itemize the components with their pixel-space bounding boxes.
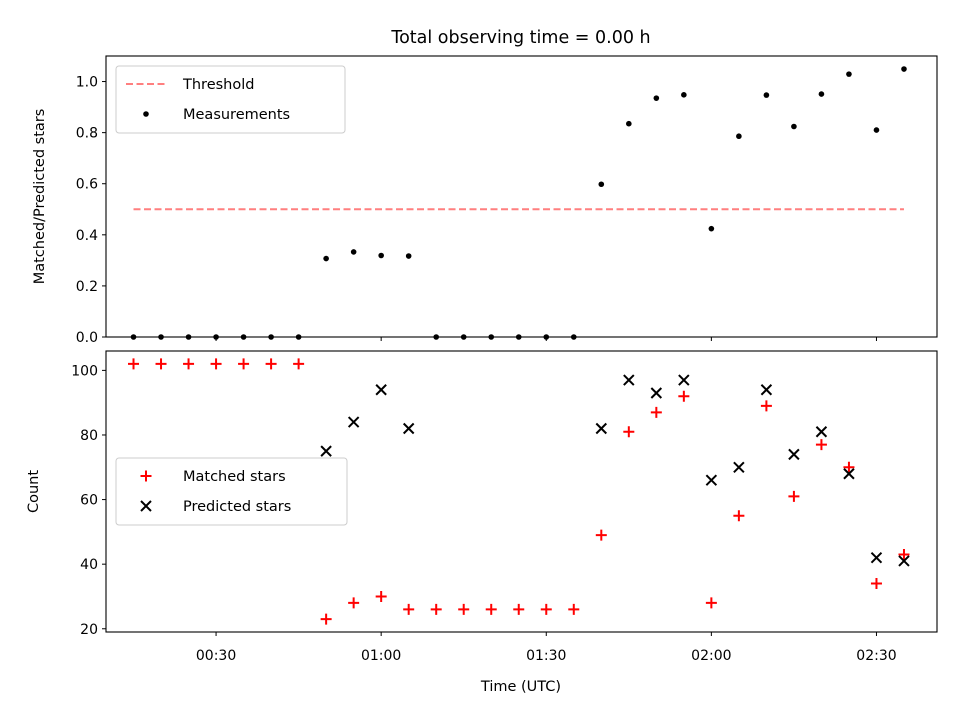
matched-stars-point [430,603,442,615]
predicted-stars-point [347,416,360,428]
y-tick-label: 20 [80,622,98,638]
y-tick-label: 1.0 [76,75,98,91]
matched-stars-point [375,590,387,602]
predicted-stars-point [843,468,855,480]
y-tick-label: 40 [80,557,98,573]
legend: Matched stars Predicted stars [115,457,348,526]
legend-label: Threshold [182,77,254,93]
top-panel: 0.0 0.2 0.4 0.6 0.8 1.0 Matched/Predicted star… [32,55,938,346]
measurement-point [846,71,852,77]
y-tick-label: 80 [80,428,98,444]
measurement-point [873,127,880,133]
predicted-stars-point [678,374,690,386]
plot-frame [105,350,938,633]
measurement-point [681,92,687,98]
matched-stars-point [238,358,250,370]
predicted-stars-point [402,422,415,435]
legend-label: Matched stars [183,469,286,485]
predicted-stars-point [650,387,663,399]
figure-title: Total observing time = 0.00 h [390,28,650,48]
measurement-point [901,66,907,72]
matched-stars-point [815,439,827,451]
matched-stars-point [210,358,222,370]
y-tick-label: 0.6 [76,177,98,193]
bottom-panel: 20 40 60 80 100 00:30 01:00 01:30 02:00 02:30 Coun… [26,350,938,664]
predicted-stars-point [870,552,883,564]
measurement-point [405,253,412,259]
measurement-point [323,255,329,262]
matched-stars-point [128,358,140,370]
matched-stars-point [843,461,855,473]
measurement-point [791,123,797,130]
predicted-stars-point [320,445,332,457]
legend-label: Predicted stars [183,499,291,515]
y-tick-label: 0.8 [76,126,98,142]
matched-stars-point [155,358,167,370]
y-axis-label: Count [26,470,42,513]
matched-stars-point [265,358,277,370]
legend-predicted-swatch [140,500,152,512]
measurement-point [708,225,715,232]
matched-stars-point [540,603,552,615]
matched-stars-point [513,603,525,615]
measurement-point [350,249,357,255]
legend-box [115,457,348,526]
matched-stars-point [458,603,470,615]
y-tick-label: 0.4 [76,228,98,244]
predicted-stars-point [623,374,635,386]
measurement-point [626,120,632,127]
matched-stars-point [733,510,745,522]
legend-box [115,65,346,134]
matched-stars-point [568,603,580,615]
x-tick-label: 01:30 [526,648,566,664]
y-tick-label: 100 [71,363,98,379]
legend: Threshold Measurements [115,65,346,134]
matched-stars-point [403,603,415,615]
predicted-stars-point [733,461,745,473]
matched-stars-point [650,406,662,418]
matched-stars-point [760,400,772,412]
matched-stars-point [485,603,497,615]
matched-stars-point [293,358,305,370]
y-axis-label: Matched/Predicted stars [32,109,48,285]
matched-stars-point [183,358,195,370]
matched-stars-point [705,597,717,609]
matched-stars-point [898,548,910,560]
y-tick-label: 60 [80,493,98,509]
matched-stars-point [788,490,800,502]
matched-stars-point [348,597,360,609]
measurement-point [818,91,825,97]
measurement-point [598,181,605,188]
matched-stars-point [320,613,332,625]
matched-stars-point [623,426,635,438]
predicted-stars-point [595,422,608,435]
legend-label: Measurements [183,107,290,123]
predicted-stars-point [815,426,828,438]
matched-stars-point [595,529,607,541]
x-axis-label: Time (UTC) [480,679,561,695]
measurement-point [378,252,384,259]
matched-stars-point [870,578,882,590]
legend-measurements-swatch [143,111,149,117]
predicted-stars-point [760,384,773,396]
legend-matched-swatch [140,470,152,482]
predicted-stars-point [788,448,800,461]
y-tick-label: 0.2 [76,279,98,295]
x-tick-label: 01:00 [361,648,401,664]
predicted-stars-point [898,555,910,567]
measurement-point [763,92,770,98]
x-tick-label: 02:30 [856,648,896,664]
measurement-point [736,133,742,140]
predicted-stars-point [375,384,387,396]
predicted-stars-point [705,474,718,486]
y-tick-label: 0.0 [76,330,98,346]
plot-frame [105,55,938,338]
measurement-point [653,95,660,101]
x-tick-label: 02:00 [691,648,731,664]
matched-stars-point [678,390,690,402]
x-tick-label: 00:30 [196,648,236,664]
